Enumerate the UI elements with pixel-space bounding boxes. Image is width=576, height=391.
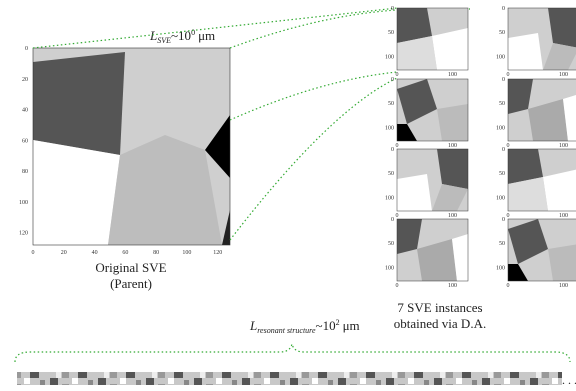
y-tick-label: 60 [22,138,28,144]
y-tick-label: 100 [385,195,394,201]
x-tick-label: 100 [559,213,568,219]
exponent: 2 [336,318,340,327]
x-tick-label: 0 [507,213,510,219]
figure: 020406080100120020406080100120 Original … [0,0,576,391]
subscript: resonant structure [257,326,316,335]
x-tick-label: 100 [559,283,568,289]
y-tick-label: 0 [25,46,28,52]
sve-instance: 0 50 100 0 100 [385,6,468,78]
x-tick-label: 0 [396,143,399,149]
y-tick-label: 80 [22,169,28,175]
y-tick-label: 100 [496,54,505,60]
y-tick-label: 40 [22,108,28,114]
y-tick-label: 0 [502,6,505,12]
grain [397,174,432,211]
x-tick-label: 0 [396,213,399,219]
exponent: 0 [191,28,195,37]
y-tick-label: 100 [496,265,505,271]
y-tick-label: 20 [22,77,28,83]
y-tick-label: 100 [19,200,28,206]
resonant-structure [17,372,562,385]
y-tick-label: 50 [388,101,394,107]
y-tick-label: 50 [499,171,505,177]
sve-instance: 0 50 100 0 100 [496,6,576,78]
x-tick-label: 0 [32,250,35,256]
ellipsis: . . . [562,373,576,387]
y-tick-label: 0 [502,77,505,83]
sve-instance: 0 50 100 0 100 [496,77,576,149]
instances-caption: 7 SVE instances [397,300,482,315]
sve-instance: 0 50 100 0 100 [385,147,468,219]
sve-instance: 0 50 100 0 100 [496,147,576,219]
sve-instance: 0 50 100 0 100 [385,77,468,149]
x-tick-label: 100 [448,72,457,78]
brace [15,344,570,362]
y-tick-label: 0 [391,217,394,223]
x-tick-label: 100 [448,283,457,289]
y-tick-label: 0 [502,217,505,223]
y-tick-label: 50 [388,241,394,247]
base: ~10 [316,318,336,333]
parent-label: (Parent) [110,276,152,291]
y-tick-label: 100 [496,125,505,131]
y-tick-label: 50 [499,101,505,107]
grain [508,33,543,70]
y-tick-label: 100 [385,125,394,131]
y-tick-label: 50 [388,171,394,177]
y-tick-label: 100 [385,54,394,60]
y-tick-label: 50 [499,30,505,36]
x-tick-label: 40 [92,250,98,256]
y-tick-label: 0 [502,147,505,153]
x-tick-label: 80 [153,250,159,256]
symbol: L [149,28,157,43]
unit: μm [198,28,215,43]
x-tick-label: 20 [61,250,67,256]
x-tick-label: 100 [448,213,457,219]
sve-instance: 0 50 100 0 100 [385,217,468,289]
y-tick-label: 50 [388,30,394,36]
y-tick-label: 100 [385,265,394,271]
y-tick-label: 100 [496,195,505,201]
x-tick-label: 0 [396,283,399,289]
x-tick-label: 60 [122,250,128,256]
y-tick-label: 0 [391,6,394,12]
base: ~10 [171,28,191,43]
grain [437,104,468,141]
y-tick-label: 120 [19,231,28,237]
x-tick-label: 0 [507,72,510,78]
y-tick-label: 0 [391,77,394,83]
x-tick-label: 100 [448,143,457,149]
x-tick-label: 100 [559,72,568,78]
x-tick-label: 0 [507,283,510,289]
y-tick-label: 50 [499,241,505,247]
subscript: SVE [157,36,171,45]
x-tick-label: 100 [559,143,568,149]
sve-instance: 0 50 100 0 100 [496,217,576,289]
parent-label: Original SVE [95,260,166,275]
y-tick-label: 0 [391,147,394,153]
x-tick-label: 0 [396,72,399,78]
x-tick-label: 0 [507,143,510,149]
x-tick-label: 100 [182,250,191,256]
instances-caption: obtained via D.A. [394,316,486,331]
parent-image [33,48,230,245]
x-tick-label: 120 [213,250,222,256]
symbol: L [249,318,257,333]
grain [548,244,576,281]
unit: μm [343,318,360,333]
